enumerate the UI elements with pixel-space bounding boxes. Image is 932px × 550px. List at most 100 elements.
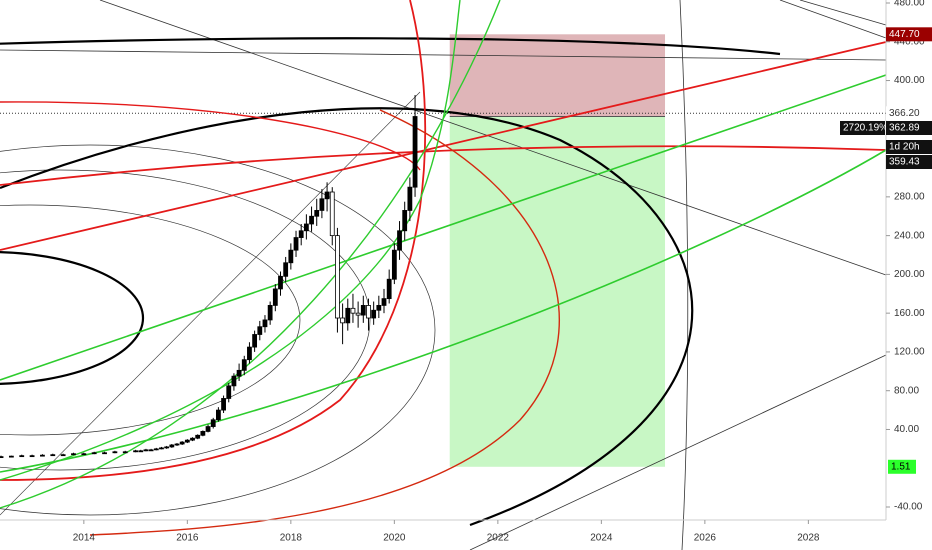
x-tick-label: 2014 [73,533,96,544]
price-line-label: 366.20 [889,108,920,119]
plot-area [0,0,886,520]
candle-body [236,369,242,377]
stop-label: 447.70 [889,29,920,40]
x-tick-label: 2026 [694,533,717,544]
candle-body [205,426,211,432]
candle-body [381,298,387,306]
candle-body [293,237,299,251]
candle-body [81,453,87,456]
drawings [0,0,887,550]
candle-body [195,434,201,439]
candle-body [360,305,366,316]
candle-body [272,288,278,306]
x-tick-label: 2024 [590,533,613,544]
target-zone [449,116,666,467]
candle-body [267,305,273,321]
candle-body [345,307,351,324]
candle-body [169,444,175,448]
ellipse [0,169,371,471]
candle-body [231,375,237,387]
candle-body [335,235,340,319]
candle-body [371,309,377,319]
countdown-label-box [886,140,932,154]
ellipse [0,251,145,385]
candle-body [164,446,170,449]
change-label: 2720.19% [843,123,888,134]
trend-line [0,91,421,516]
y-tick-label: -40.00 [894,502,923,513]
candle-body [50,454,56,457]
candle-body [40,454,45,457]
y-tick-label: 200.00 [894,269,925,280]
candle-body [391,249,397,280]
candle-body [324,191,330,200]
candle-body [102,452,107,455]
green-arc [0,0,501,509]
candle-body [366,305,371,319]
candle-body [71,453,76,456]
ellipse [0,204,301,436]
candle-body [133,450,138,453]
candle-body [262,319,268,328]
candle-body [200,431,206,436]
green-line [0,74,887,381]
candle-body [122,451,128,454]
candle-body [298,230,304,238]
candle-body [112,451,118,454]
candle-body [247,346,252,361]
candle-body [60,454,66,457]
red-arc [0,145,887,186]
candle-body [257,326,263,335]
x-tick-label: 2022 [487,533,510,544]
candle-body [288,249,294,264]
candle-body [252,334,258,348]
candle-body [283,262,289,277]
candle-body [303,223,309,232]
candle-body [190,437,195,441]
x-tick-label: 2016 [176,533,199,544]
candle-body [148,449,154,452]
candle-body [29,455,35,458]
candle-body [309,215,314,225]
y-tick-label: 280.00 [894,191,925,202]
candle-body [350,307,356,314]
candle-body [386,278,392,300]
trend-line [799,0,887,26]
candle-body [91,452,97,455]
x-tick-label: 2018 [280,533,303,544]
red-line [0,41,887,251]
candle-body [412,116,418,188]
candle-body [184,439,190,443]
y-tick-label: 40.00 [894,424,919,435]
x-tick-label: 2028 [797,533,820,544]
candle-body [329,191,335,237]
candle-body [159,447,164,450]
trend-line [469,354,887,550]
y-tick-label: 160.00 [894,308,925,319]
last-price-label: 362.89 [889,123,920,134]
candle-body [221,398,226,411]
secondary-price-label: 359.43 [889,157,920,168]
target-label: 1.51 [891,461,911,472]
y-tick-label: 120.00 [894,347,925,358]
candle-body [402,210,408,232]
candle-body [355,312,361,316]
candle-body [340,317,346,324]
candle-body [241,359,247,371]
candle-body [407,186,413,211]
candle-body [278,275,283,290]
red-arc [89,109,560,536]
ellipse [0,144,436,516]
green-arc [0,149,887,473]
secondary-price-label-box [886,155,932,169]
candle-body [215,409,221,421]
y-tick-label: 440.00 [894,36,925,47]
stop-zone [449,34,666,117]
candle-body [319,198,325,211]
candle-body [210,419,216,427]
candle-body [397,230,402,251]
trend-line [99,0,887,276]
change-label-box [840,121,885,135]
arc [0,107,694,527]
